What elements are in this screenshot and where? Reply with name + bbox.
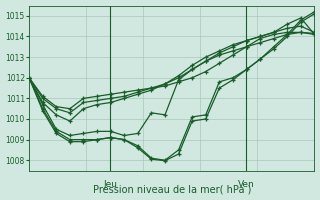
Text: Ven: Ven: [237, 180, 254, 189]
X-axis label: Pression niveau de la mer( hPa ): Pression niveau de la mer( hPa ): [92, 184, 251, 194]
Text: Jeu: Jeu: [103, 180, 117, 189]
